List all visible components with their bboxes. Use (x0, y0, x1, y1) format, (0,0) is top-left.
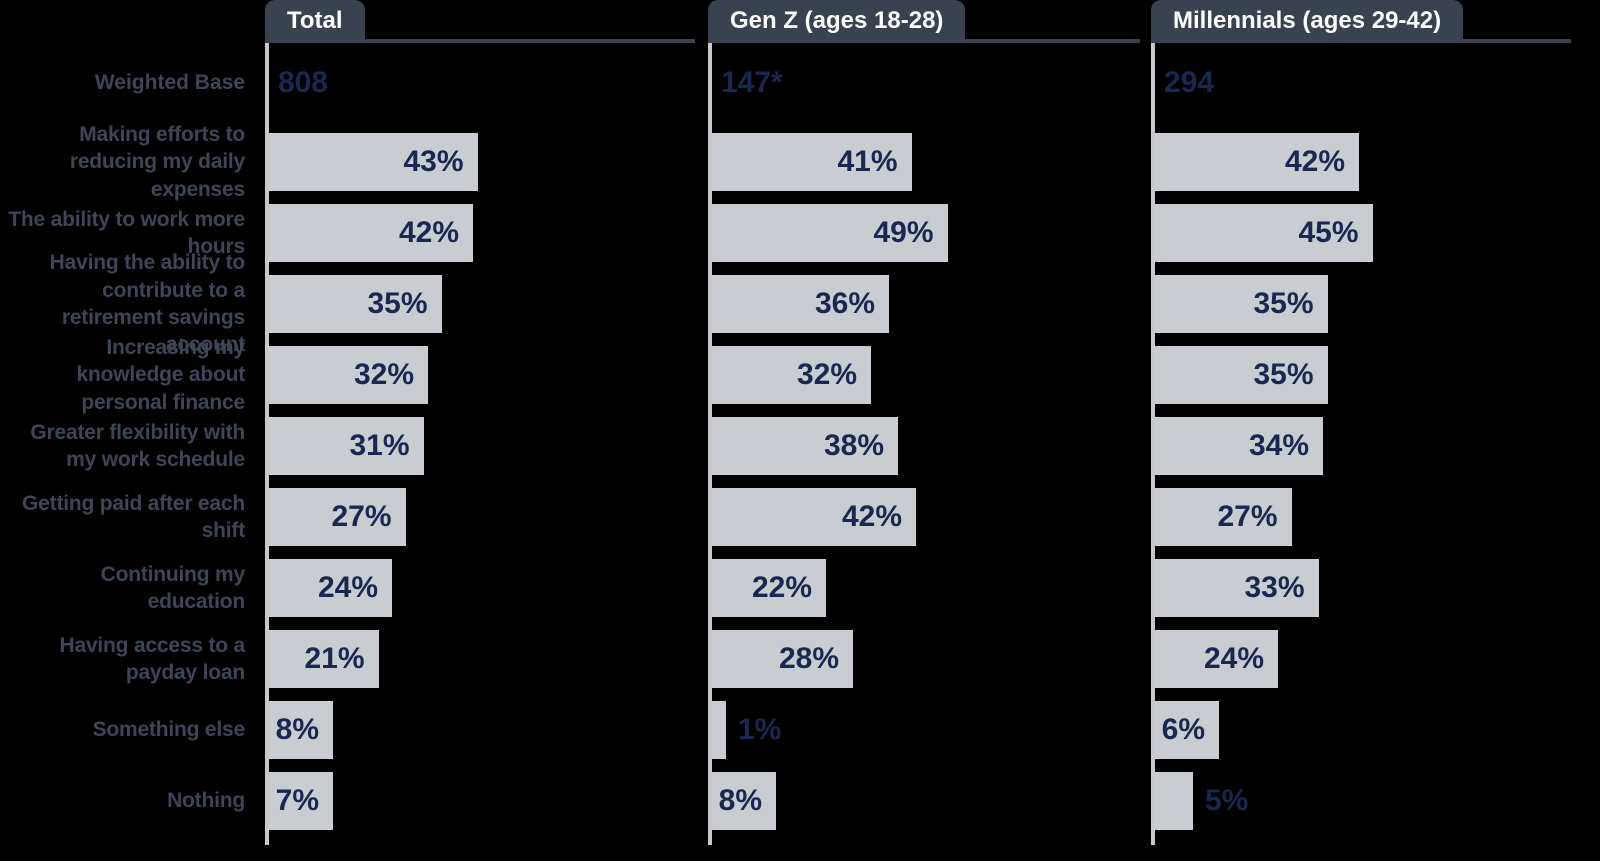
bar: 42% (1155, 133, 1359, 191)
bar-value-label: 1% (738, 713, 782, 746)
bar-value-label: 32% (796, 358, 857, 391)
column-millennials: Millennials (ages 29-42) 294 42% 45% 35% 35… (1151, 0, 1571, 861)
bar: 8% (712, 772, 776, 830)
column-genz: Gen Z (ages 18-28) 147* 41% 49% 36% 32% 38% 4… (708, 0, 1140, 861)
bar-value-label: 28% (778, 642, 839, 675)
bar: 28% (712, 630, 853, 688)
bar: 41% (712, 133, 912, 191)
bar-value-label: 45% (1298, 216, 1359, 249)
bar: 42% (269, 204, 473, 262)
bar: 34% (1155, 417, 1323, 475)
bar: 45% (1155, 204, 1373, 262)
tab-underline (265, 39, 695, 43)
weighted-base-value-total: 808 (278, 66, 329, 99)
weighted-base-label: Weighted Base (94, 71, 245, 94)
category-label: Having access to a payday loan (59, 633, 246, 684)
bar: 21% (269, 630, 379, 688)
bar: 24% (269, 559, 392, 617)
bar: 7% (269, 772, 333, 830)
bar-value-label: 49% (873, 216, 934, 249)
bar: 8% (269, 701, 333, 759)
bar: 31% (269, 417, 424, 475)
bar: 43% (269, 133, 478, 191)
bar: 1% (712, 701, 781, 759)
bar-value-label: 35% (1253, 287, 1314, 320)
bar: 32% (712, 346, 871, 404)
category-label: Having the ability to contribute to a re… (49, 251, 246, 357)
bar: 35% (1155, 275, 1328, 333)
axis-line (708, 43, 712, 845)
bar: 27% (269, 488, 406, 546)
category-label: Nothing (167, 789, 245, 813)
bar: 22% (712, 559, 826, 617)
bar-value-label: 7% (275, 784, 319, 817)
bar-value-label: 41% (837, 145, 898, 178)
tab-total: Total (265, 0, 365, 42)
category-label: Getting paid after each shift (22, 491, 245, 542)
bar: 35% (1155, 346, 1328, 404)
bar: 35% (269, 275, 442, 333)
bar: 42% (712, 488, 916, 546)
bar-value-label: 42% (398, 216, 459, 249)
category-label: The ability to work more hours (8, 207, 245, 258)
bar-value-label: 42% (841, 500, 902, 533)
bar-value-label: 35% (367, 287, 428, 320)
bar-value-label: 27% (331, 500, 392, 533)
bar: 32% (269, 346, 428, 404)
tab-millennials: Millennials (ages 29-42) (1151, 0, 1464, 42)
bar-value-label: 8% (275, 713, 319, 746)
bar-value-label: 24% (1203, 642, 1264, 675)
category-label: Something else (92, 718, 246, 742)
bar-value-label: 24% (317, 571, 378, 604)
bar-value-label: 27% (1217, 500, 1278, 533)
bar-value-label: 42% (1284, 145, 1345, 178)
bar-value-label: 32% (353, 358, 414, 391)
weighted-base-value-millennials: 294 (1164, 66, 1215, 99)
category-label: Continuing my education (100, 562, 246, 613)
bar-value-label: 33% (1244, 571, 1305, 604)
bar-value-label: 21% (304, 642, 365, 675)
bar-value-label: 38% (823, 429, 884, 462)
bar: 5% (1155, 772, 1248, 830)
axis-line (1151, 43, 1155, 845)
category-label: Making efforts to reducing my daily expe… (69, 123, 245, 201)
bar: 27% (1155, 488, 1292, 546)
bar-value-label: 22% (751, 571, 812, 604)
category-label: Increasing my knowledge about personal f… (76, 336, 245, 414)
tab-genz: Gen Z (ages 18-28) (708, 0, 966, 42)
bar-value-label: 43% (403, 145, 464, 178)
bar: 49% (712, 204, 948, 262)
bar: 38% (712, 417, 898, 475)
bar-value-label: 31% (349, 429, 410, 462)
category-label: Greater flexibility with my work schedul… (30, 420, 245, 471)
bar: 33% (1155, 559, 1319, 617)
bar-value-label: 5% (1205, 784, 1249, 817)
bar-value-label: 8% (718, 784, 762, 817)
weighted-base-value-genz: 147* (721, 66, 783, 99)
axis-line (265, 43, 269, 845)
bar-value-label: 34% (1248, 429, 1309, 462)
bar-value-label: 35% (1253, 358, 1314, 391)
bar: 6% (1155, 701, 1219, 759)
bar-value-label: 6% (1161, 713, 1205, 746)
column-total: Total 808 43% 42% 35% 32% 31% 27% 24% 21% 8% 7% (265, 0, 695, 861)
bar: 36% (712, 275, 889, 333)
bar: 24% (1155, 630, 1278, 688)
bar-value-label: 36% (814, 287, 875, 320)
category-labels-column: Weighted Base Making efforts to reducing… (0, 0, 245, 861)
